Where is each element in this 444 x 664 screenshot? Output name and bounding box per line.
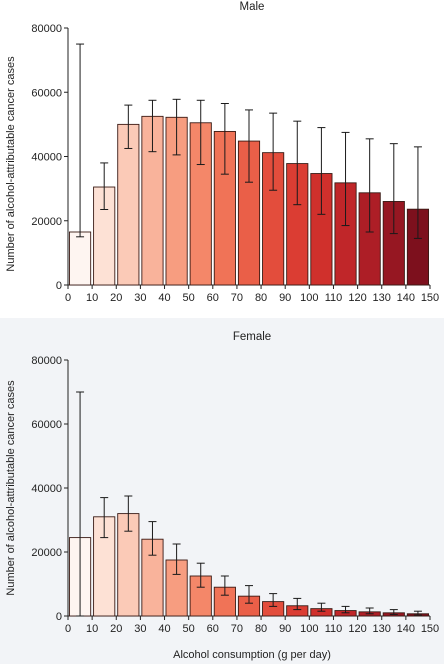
female-x-tick-label: 50 bbox=[183, 623, 195, 635]
male-y-tick-label: 20000 bbox=[31, 216, 62, 228]
female-y-axis-label: Number of alcohol-attributable cancer ca… bbox=[5, 380, 17, 596]
male-x-tick-label: 20 bbox=[110, 292, 122, 304]
male-x-tick-label: 50 bbox=[183, 292, 195, 304]
male-chart: Male Number of alcohol-attributable canc… bbox=[5, 1, 439, 304]
female-y-tick-label: 80000 bbox=[31, 355, 62, 367]
male-x-tick-label: 150 bbox=[421, 292, 439, 304]
female-chart: Female Number of alcohol-attributable ca… bbox=[5, 331, 439, 661]
male-panel: Male Number of alcohol-attributable canc… bbox=[0, 0, 444, 330]
male-x-tick-label: 80 bbox=[255, 292, 267, 304]
female-x-tick-label: 100 bbox=[300, 623, 318, 635]
female-x-axis-label: Alcohol consumption (g per day) bbox=[173, 649, 331, 661]
male-y-tick-label: 60000 bbox=[31, 87, 62, 99]
male-x-tick-label: 120 bbox=[348, 292, 366, 304]
female-x-tick-label: 140 bbox=[397, 623, 415, 635]
male-y-tick-label: 0 bbox=[56, 280, 62, 292]
female-y-tick-label: 40000 bbox=[31, 483, 62, 495]
male-x-tick-label: 40 bbox=[158, 292, 170, 304]
female-y-tick-label: 0 bbox=[56, 611, 62, 623]
female-x-tick-label: 30 bbox=[134, 623, 146, 635]
female-x-tick-label: 90 bbox=[279, 623, 291, 635]
male-x-tick-label: 10 bbox=[86, 292, 98, 304]
female-panel: Female Number of alcohol-attributable ca… bbox=[0, 318, 444, 664]
male-x-tick-label: 100 bbox=[300, 292, 318, 304]
male-x-tick-label: 30 bbox=[134, 292, 146, 304]
female-x-tick-label: 10 bbox=[86, 623, 98, 635]
female-x-tick-label: 0 bbox=[65, 623, 71, 635]
male-plot-area: 0 20000 40000 60000 80000 0 10 20 30 40 50 60 70 80 90… bbox=[31, 23, 439, 304]
male-x-tick-label: 90 bbox=[279, 292, 291, 304]
female-x-tick-label: 150 bbox=[421, 623, 439, 635]
male-x-tick-label: 60 bbox=[207, 292, 219, 304]
female-y-tick-label: 20000 bbox=[31, 547, 62, 559]
female-x-tick-label: 60 bbox=[207, 623, 219, 635]
male-y-axis-label: Number of alcohol-attributable cancer ca… bbox=[5, 56, 17, 272]
female-x-tick-label: 20 bbox=[110, 623, 122, 635]
female-x-tick-label: 40 bbox=[158, 623, 170, 635]
female-x-tick-label: 130 bbox=[373, 623, 391, 635]
female-y-tick-label: 60000 bbox=[31, 419, 62, 431]
male-x-tick-label: 70 bbox=[231, 292, 243, 304]
male-x-tick-label: 130 bbox=[373, 292, 391, 304]
female-x-tick-label: 120 bbox=[348, 623, 366, 635]
female-x-tick-label: 110 bbox=[325, 623, 343, 635]
female-x-tick-label: 70 bbox=[231, 623, 243, 635]
male-chart-title: Male bbox=[240, 1, 265, 13]
male-x-tick-label: 140 bbox=[397, 292, 415, 304]
male-bar bbox=[68, 231, 92, 286]
female-x-tick-label: 80 bbox=[255, 623, 267, 635]
male-y-tick-label: 40000 bbox=[31, 152, 62, 164]
male-x-tick-label: 110 bbox=[325, 292, 343, 304]
male-y-tick-label: 80000 bbox=[31, 23, 62, 35]
female-chart-title: Female bbox=[233, 331, 271, 343]
female-plot-area: 0 20000 40000 60000 80000 0 10 20 30 40 50 60 70 80 90… bbox=[31, 355, 439, 635]
male-x-tick-label: 0 bbox=[65, 292, 71, 304]
